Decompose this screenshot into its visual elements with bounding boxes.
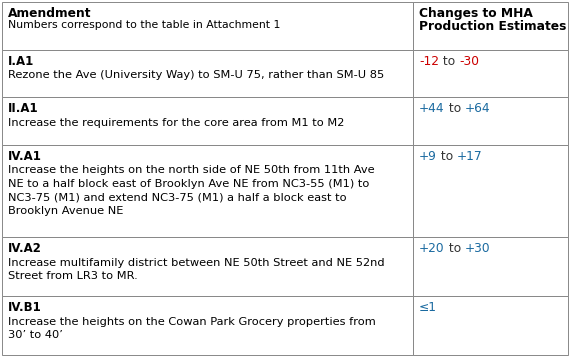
Text: Amendment: Amendment [8, 7, 92, 20]
Bar [413, 296, 568, 355]
Bar [413, 145, 568, 237]
Bar [413, 97, 568, 145]
Text: IV.A2: IV.A2 [8, 242, 42, 255]
Bar [2, 237, 413, 296]
Text: -12: -12 [419, 55, 439, 67]
Bar [2, 97, 413, 145]
Bar [2, 145, 413, 237]
Text: Increase the requirements for the core area from M1 to M2: Increase the requirements for the core a… [8, 117, 344, 127]
Text: Production Estimates: Production Estimates [419, 20, 566, 34]
Bar [2, 2, 413, 50]
Text: to: to [439, 55, 459, 67]
Bar [413, 2, 568, 50]
Text: Numbers correspond to the table in Attachment 1: Numbers correspond to the table in Attac… [8, 20, 280, 30]
Text: Changes to MHA: Changes to MHA [419, 7, 533, 20]
Text: -30: -30 [459, 55, 479, 67]
Text: to: to [445, 242, 465, 255]
Text: +9: +9 [419, 150, 437, 162]
Bar [413, 237, 568, 296]
Text: ≤1: ≤1 [419, 301, 437, 314]
Text: to: to [437, 150, 457, 162]
Text: IV.A1: IV.A1 [8, 150, 42, 162]
Text: to: to [445, 102, 465, 115]
Text: IV.B1: IV.B1 [8, 301, 42, 314]
Text: +17: +17 [457, 150, 483, 162]
Text: +64: +64 [465, 102, 490, 115]
Text: Brooklyn Avenue NE: Brooklyn Avenue NE [8, 206, 123, 216]
Text: I.A1: I.A1 [8, 55, 34, 67]
Text: Street from LR3 to MR.: Street from LR3 to MR. [8, 271, 138, 281]
Text: Increase the heights on the Cowan Park Grocery properties from: Increase the heights on the Cowan Park G… [8, 317, 376, 327]
Text: Rezone the Ave (University Way) to SM-U 75, rather than SM-U 85: Rezone the Ave (University Way) to SM-U … [8, 70, 384, 80]
Text: +44: +44 [419, 102, 445, 115]
Text: Increase multifamily district between NE 50th Street and NE 52nd: Increase multifamily district between NE… [8, 258, 385, 268]
Bar [2, 50, 413, 97]
Bar [413, 50, 568, 97]
Text: II.A1: II.A1 [8, 102, 39, 115]
Text: Increase the heights on the north side of NE 50th from 11th Ave: Increase the heights on the north side o… [8, 165, 374, 175]
Text: +20: +20 [419, 242, 445, 255]
Text: 30’ to 40’: 30’ to 40’ [8, 330, 63, 340]
Text: NC3-75 (M1) and extend NC3-75 (M1) a half a block east to: NC3-75 (M1) and extend NC3-75 (M1) a hal… [8, 192, 347, 202]
Bar [2, 296, 413, 355]
Text: NE to a half block east of Brooklyn Ave NE from NC3-55 (M1) to: NE to a half block east of Brooklyn Ave … [8, 178, 369, 188]
Text: +30: +30 [465, 242, 490, 255]
